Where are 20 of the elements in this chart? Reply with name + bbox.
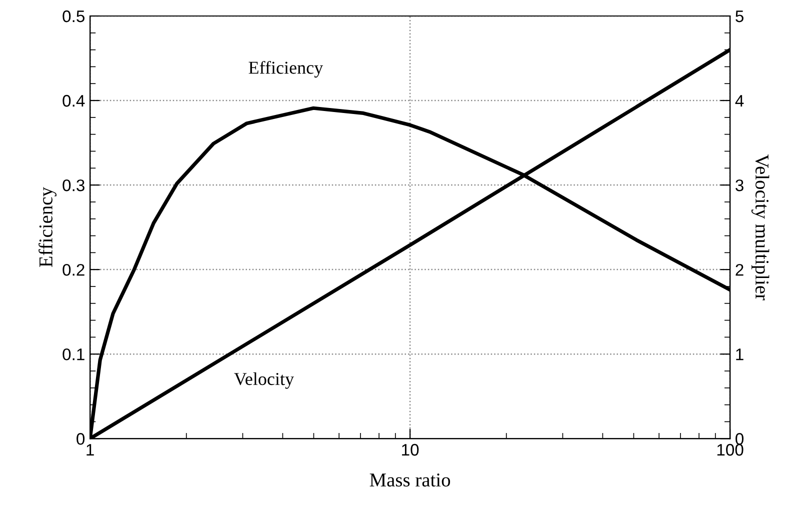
x-tick-label: 100	[717, 444, 744, 456]
y2-tick-label: 5	[736, 10, 744, 22]
y-tick-label: 0.1	[62, 348, 84, 360]
x-axis-title: Mass ratio	[370, 474, 450, 487]
y-tick-label: 0.4	[62, 94, 85, 107]
y2-tick-label: 1	[736, 348, 744, 360]
y-tick-label: 0.2	[62, 264, 84, 276]
y2-tick-label: 4	[735, 95, 744, 107]
y2-tick-label: 0	[736, 433, 744, 445]
y-tick-label: 0.5	[62, 10, 84, 22]
series-label: Velocity	[234, 372, 294, 389]
y2-tick-label: 2	[736, 264, 744, 276]
y-tick-label: 0.3	[62, 179, 84, 192]
y2-tick-label: 3	[736, 179, 744, 192]
y-axis-title: Efficiency	[38, 187, 56, 268]
y2-axis-title: Velocity multiplier	[751, 154, 770, 300]
x-tick-label: 10	[402, 444, 419, 456]
series-label: Efficiency	[248, 60, 324, 78]
y-tick-label: 0	[76, 433, 85, 445]
x-tick-label: 1	[86, 444, 94, 456]
